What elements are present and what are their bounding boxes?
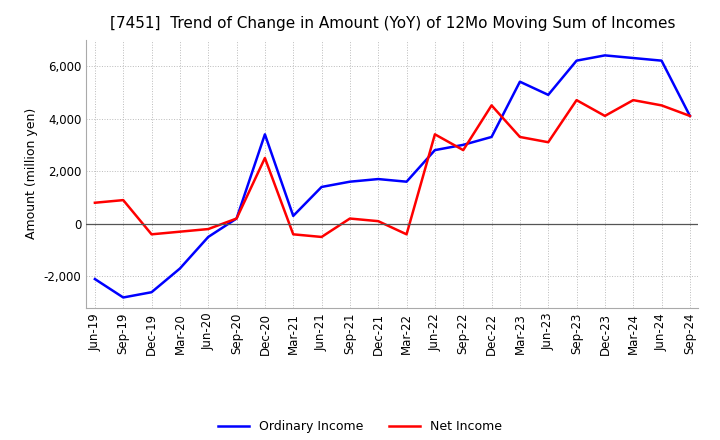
Ordinary Income xyxy=(374,176,382,182)
Net Income xyxy=(459,147,467,153)
Ordinary Income xyxy=(657,58,666,63)
Ordinary Income xyxy=(261,132,269,137)
Title: [7451]  Trend of Change in Amount (YoY) of 12Mo Moving Sum of Incomes: [7451] Trend of Change in Amount (YoY) o… xyxy=(109,16,675,32)
Ordinary Income xyxy=(119,295,127,300)
Ordinary Income xyxy=(600,53,609,58)
Net Income xyxy=(572,98,581,103)
Net Income xyxy=(629,98,637,103)
Ordinary Income xyxy=(204,235,212,240)
Net Income xyxy=(148,232,156,237)
Net Income xyxy=(600,113,609,118)
Ordinary Income xyxy=(346,179,354,184)
Net Income xyxy=(374,219,382,224)
Net Income xyxy=(233,216,241,221)
Net Income xyxy=(544,139,552,145)
Line: Ordinary Income: Ordinary Income xyxy=(95,55,690,297)
Net Income xyxy=(346,216,354,221)
Ordinary Income xyxy=(487,134,496,139)
Net Income xyxy=(487,103,496,108)
Ordinary Income xyxy=(233,216,241,221)
Ordinary Income xyxy=(431,147,439,153)
Net Income xyxy=(402,232,411,237)
Ordinary Income xyxy=(629,55,637,61)
Net Income xyxy=(431,132,439,137)
Ordinary Income xyxy=(289,213,297,219)
Legend: Ordinary Income, Net Income: Ordinary Income, Net Income xyxy=(213,415,507,438)
Ordinary Income xyxy=(176,266,184,271)
Ordinary Income xyxy=(516,79,524,84)
Net Income xyxy=(318,235,326,240)
Ordinary Income xyxy=(572,58,581,63)
Net Income xyxy=(261,155,269,161)
Line: Net Income: Net Income xyxy=(95,100,690,237)
Net Income xyxy=(657,103,666,108)
Net Income xyxy=(91,200,99,205)
Ordinary Income xyxy=(685,113,694,118)
Net Income xyxy=(119,198,127,203)
Ordinary Income xyxy=(148,290,156,295)
Net Income xyxy=(685,113,694,118)
Net Income xyxy=(176,229,184,235)
Net Income xyxy=(516,134,524,139)
Ordinary Income xyxy=(459,142,467,147)
Ordinary Income xyxy=(402,179,411,184)
Net Income xyxy=(204,227,212,232)
Ordinary Income xyxy=(91,276,99,282)
Ordinary Income xyxy=(318,184,326,190)
Ordinary Income xyxy=(544,92,552,98)
Net Income xyxy=(289,232,297,237)
Y-axis label: Amount (million yen): Amount (million yen) xyxy=(25,108,38,239)
